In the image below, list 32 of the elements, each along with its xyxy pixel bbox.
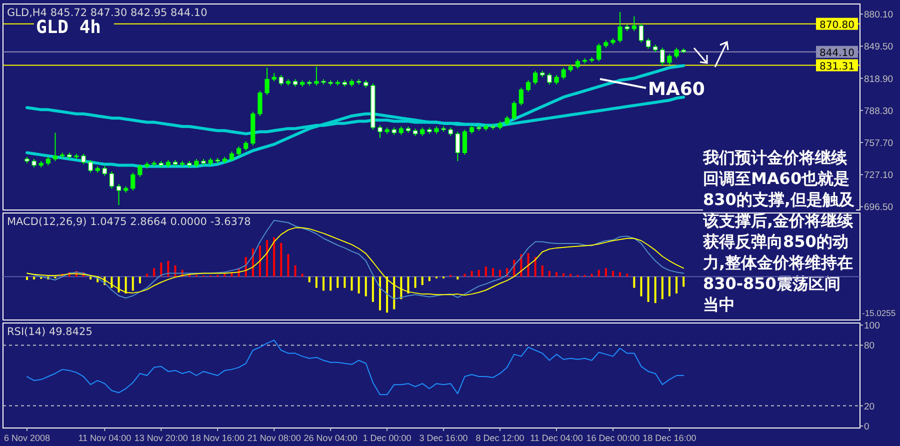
y-tick-label: 757.70 — [864, 138, 894, 150]
y-tick-label: 100 — [864, 320, 880, 332]
chart-title: RSI(14) 49.8425 — [7, 326, 92, 338]
x-tick-label: 13 Nov 20:00 — [134, 433, 188, 443]
y-tick-label: 849.50 — [864, 42, 894, 53]
y-tick-label: 818.90 — [864, 74, 894, 85]
ref-line-label: 870.80 — [820, 20, 854, 31]
y-tick-label: 727.10 — [864, 170, 894, 182]
x-tick-label: 11 Nov 04:00 — [78, 433, 132, 443]
text: GLD 4h — [36, 17, 102, 38]
y-tick-label: 788.30 — [864, 106, 894, 117]
y-tick-label: 0 — [864, 421, 870, 432]
x-tick-label: 18 Dec 16:00 — [642, 433, 696, 443]
y-tick-label: 20 — [864, 401, 875, 412]
x-tick-label: 1 Dec 00:00 — [362, 433, 412, 443]
x-tick-label: 21 Nov 08:00 — [247, 433, 301, 443]
x-tick-label: 8 Dec 12:00 — [476, 433, 524, 443]
y-tick-label: 80 — [864, 340, 875, 352]
x-tick-label: 16 Dec 00:00 — [586, 433, 640, 443]
x-tick-label: 26 Nov 04:00 — [304, 433, 358, 443]
chart-title: GLD,H4 845.72 847.30 842.95 844.10 — [7, 7, 208, 19]
ref-line-label: 831.31 — [820, 61, 854, 72]
x-tick-label: 3 Dec 16:00 — [419, 433, 468, 443]
x-tick-label: 11 Dec 04:00 — [530, 433, 583, 443]
ref-line-label: 844.10 — [820, 48, 854, 59]
x-tick-label: 18 Nov 16:00 — [190, 433, 244, 443]
x-tick-label: 6 Nov 2008 — [4, 433, 50, 443]
text: -15.0255 — [862, 308, 896, 318]
chart-title: MACD(12,26,9) 1.0475 2.8664 0.0000 -3.6378 — [7, 216, 251, 228]
y-tick-label: 696.50 — [864, 202, 894, 214]
y-tick-label: 880.10 — [864, 10, 894, 21]
annotation: MA60 — [648, 79, 705, 100]
